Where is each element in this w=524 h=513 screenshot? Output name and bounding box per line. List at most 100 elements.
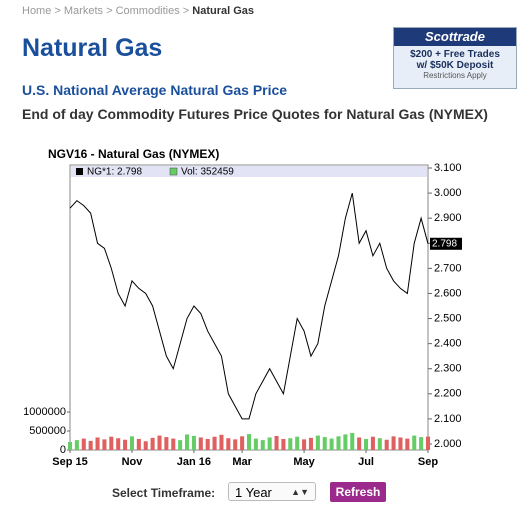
y2-tick-label: 2.000 <box>434 438 462 450</box>
volume-bar <box>233 439 238 450</box>
legend-entry: NG*1: 2.798 <box>87 167 142 178</box>
volume-bar <box>336 436 341 450</box>
last-price-label: 2.798 <box>432 238 457 249</box>
volume-bar <box>81 438 86 450</box>
volume-bar <box>281 438 286 450</box>
volume-bar <box>212 436 217 450</box>
volume-bar <box>178 440 183 450</box>
plot-frame <box>69 164 429 451</box>
ad[interactable]: Scottrade $200 + Free Trades w/ $50K Dep… <box>393 27 517 89</box>
y2-tick-label: 3.000 <box>434 187 462 199</box>
volume-bar <box>205 438 210 450</box>
volume-bar <box>253 438 258 450</box>
volume-bar <box>425 436 431 450</box>
volume-bar <box>419 437 424 450</box>
volume-bar <box>198 437 203 450</box>
breadcrumb: Home > Markets > Commodities > Natural G… <box>22 5 255 17</box>
legend-bar <box>71 166 427 177</box>
volume-bar <box>364 438 369 450</box>
y2-tick-label: 2.300 <box>434 363 462 375</box>
volume-bar <box>246 434 252 450</box>
volume-bar <box>143 441 148 450</box>
price-line <box>69 192 429 420</box>
volume-bar <box>405 438 410 450</box>
volume-bar <box>150 437 155 450</box>
volume-bar <box>267 437 272 450</box>
y2-tick-label: 2.100 <box>434 413 462 425</box>
x-tick-label: Mar <box>232 456 252 468</box>
volume-bar <box>171 438 176 450</box>
volume-bar <box>398 437 403 450</box>
volume-bar <box>219 434 224 450</box>
ad-note: Restrictions Apply <box>423 71 487 80</box>
volume-bar <box>295 436 300 450</box>
crumb[interactable]: Home <box>22 5 52 17</box>
volume-bar <box>308 437 313 450</box>
y2-tick-label: 2.600 <box>434 287 462 299</box>
volume-bar <box>377 438 382 450</box>
volume-bar <box>315 435 320 450</box>
y2-tick-label: 3.100 <box>434 162 462 174</box>
volume-bar <box>288 438 293 450</box>
x-tick-label: Sep <box>418 456 438 468</box>
volume-bar <box>260 440 265 450</box>
volume-bar <box>136 438 141 450</box>
ad-line: w/ $50K Deposit <box>416 60 494 71</box>
volume-bar <box>357 437 362 450</box>
volume-bar <box>274 435 279 450</box>
volume-bar <box>109 436 114 450</box>
legend-swatch <box>169 167 178 176</box>
volume-bar <box>88 440 93 450</box>
volume-bar <box>329 438 334 450</box>
volume-bar <box>95 437 100 450</box>
volume-bar <box>302 439 307 450</box>
page-title: Natural Gas <box>22 34 163 62</box>
volume-bar <box>350 432 355 450</box>
volume-bar <box>370 436 375 450</box>
select-arrows: ▲▼ <box>291 487 309 497</box>
volume-bar <box>226 438 231 450</box>
volume-bar <box>164 437 169 450</box>
y-tick-label: 1000000 <box>23 406 66 418</box>
volume-bar <box>384 439 389 450</box>
volume-bar <box>412 435 417 450</box>
x-tick-label: Jan 16 <box>177 456 211 468</box>
y2-tick-label: 2.200 <box>434 388 462 400</box>
ad-brand: Scottrade <box>394 28 516 46</box>
volume-bar <box>123 439 128 450</box>
x-tick-label: May <box>293 456 315 468</box>
volume-bar <box>185 434 190 450</box>
x-tick-label: Sep 15 <box>52 456 87 468</box>
y2-tick-label: 2.500 <box>434 312 462 324</box>
volume-bar <box>67 442 73 450</box>
crumb[interactable]: Markets <box>63 5 104 17</box>
volume-bar <box>191 435 196 450</box>
chart: NGV16 - Natural Gas (NYMEX) NG*1: 2.798 … <box>23 147 462 468</box>
link[interactable]: U.S. National Average Natural Gas Price <box>22 82 288 98</box>
select-value: 1 Year <box>235 485 272 500</box>
y2-tick-label: 2.900 <box>434 212 462 224</box>
legend-swatch <box>76 168 83 175</box>
volume-bar <box>74 440 79 450</box>
crumb-current: Natural Gas <box>192 5 255 17</box>
refresh-button[interactable]: Refresh <box>330 482 386 502</box>
last-price-tag <box>430 237 462 250</box>
y-tick-label: 500000 <box>29 425 66 437</box>
chart-title: NGV16 - Natural Gas (NYMEX) <box>48 147 219 161</box>
volume-bar <box>240 436 245 450</box>
volume-bar <box>391 436 396 450</box>
crumb[interactable]: Commodities <box>115 5 180 17</box>
volume-bar <box>343 434 348 450</box>
subtitle: End of day Commodity Futures Price Quote… <box>22 106 488 122</box>
y2-tick-label: 2.700 <box>434 262 462 274</box>
volume-bar <box>116 438 121 450</box>
y-tick-label: 0 <box>60 444 66 456</box>
volume-bar <box>322 437 327 450</box>
timeframe-select[interactable]: 1 Year ▲▼ <box>228 482 316 501</box>
volume-bar <box>129 436 134 450</box>
y2-tick-label: 2.400 <box>434 338 462 350</box>
x-tick-label: Nov <box>122 456 144 468</box>
volume-bar <box>102 439 107 450</box>
ad-line: $200 + Free Trades <box>410 49 500 60</box>
